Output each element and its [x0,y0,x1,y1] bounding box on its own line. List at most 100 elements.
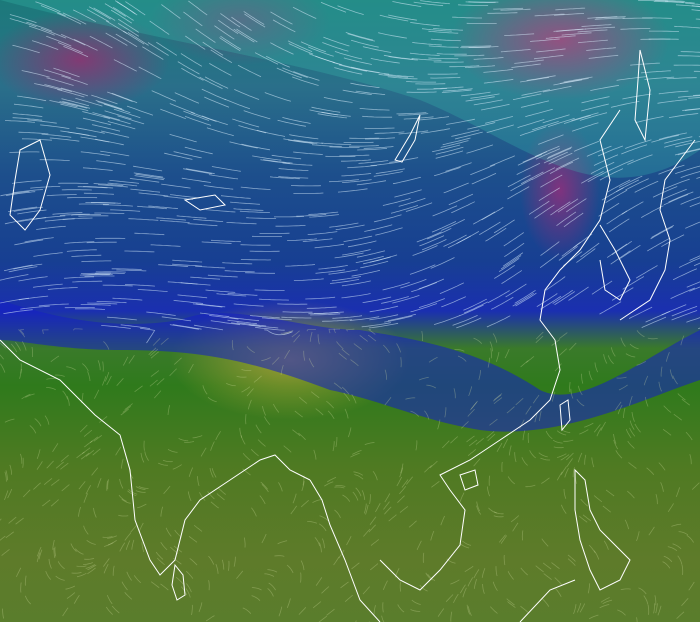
wind-streak [481,568,486,578]
wind-streak [502,438,509,449]
wind-streak [319,515,329,521]
wind-streak [217,487,226,495]
wind-streak [437,608,445,617]
wind-streak [494,264,515,279]
wind-streak [188,363,194,374]
wind-streak [418,298,445,308]
wind-streak [101,325,131,329]
wind-streak [456,317,482,329]
wind-streak [521,530,524,541]
wind-streak [629,420,635,430]
wind-streak [83,186,114,189]
wind-streak [158,462,168,466]
wind-streak [507,571,514,580]
wind-streak [101,376,107,386]
wind-streak [13,189,44,194]
wind-streak [534,145,560,157]
wind-streak [559,332,568,339]
wind-streak [581,373,584,384]
wind-streak [368,524,376,533]
wind-streak [636,361,646,366]
wind-streak [105,606,113,615]
wind-streak [369,322,399,329]
wind-streak [243,537,246,548]
wind-streak [691,5,700,7]
wind-streak [280,364,284,375]
wind-streak [237,64,262,78]
wind-streak [163,195,194,200]
wind-streak [409,52,440,56]
wind-streak [254,289,285,291]
coastline-hainan [459,469,479,491]
wind-streak [369,314,399,321]
wind-streak [103,115,131,125]
wind-streak [467,577,474,587]
wind-streak [487,486,491,497]
wind-streak [328,269,358,275]
wind-streak [72,328,83,331]
wind-streak [246,388,254,397]
wind-streak [379,14,409,22]
wind-streak [208,555,215,565]
wind-streak [44,415,50,425]
wind-streak [367,329,376,335]
wind-streak [121,581,128,591]
wind-streak [559,348,567,356]
wind-streak [338,64,368,72]
wind-streak [418,278,445,290]
wind-streak [111,605,120,614]
wind-streak [61,75,88,85]
wind-streak [319,542,322,553]
wind-streak [493,7,524,10]
wind-streak [83,562,93,565]
wind-streak [70,543,77,552]
wind-streak [625,353,636,358]
wind-streak [97,478,102,488]
wind-streak [292,429,301,437]
wind-streak [430,530,435,541]
wind-streak [308,358,315,368]
wind-streak [621,144,648,155]
wind-streak [443,234,467,247]
wind-streak [63,46,89,58]
wind-streak [370,58,400,64]
wind-streak [661,304,687,316]
wind-streak [359,334,368,342]
wind-streak [185,35,206,50]
wind-streak [46,77,74,86]
wind-streak [329,279,360,284]
wind-streak [384,506,392,515]
wind-streak [382,580,388,590]
wind-streak [51,479,60,486]
wind-streak [188,535,198,543]
wind-streak [416,540,422,550]
wind-streak [343,57,372,65]
wind-streak [16,567,22,577]
coastline-caspian [9,139,51,231]
wind-streak [399,467,404,478]
wind-streak [292,76,319,86]
wind-streak [588,614,599,620]
wind-streak [183,11,203,27]
wind-streak [554,13,585,16]
wind-streak [442,440,450,449]
wind-streak [634,180,659,193]
wind-streak [603,540,609,550]
wind-streak [274,555,285,557]
wind-streak [141,542,145,553]
wind-streak [35,1,61,13]
wind-streak [39,159,70,161]
wind-streak [546,147,572,160]
wind-streak [339,154,370,157]
wind-streak [329,179,359,183]
wind-streak [525,484,536,488]
wind-streak [532,121,559,131]
wind-streak [156,378,165,386]
wind-streak [103,103,131,114]
wind-streak [498,534,506,543]
wind-streak [64,241,95,244]
wind-streak [110,209,141,212]
wind-streak [329,146,360,148]
